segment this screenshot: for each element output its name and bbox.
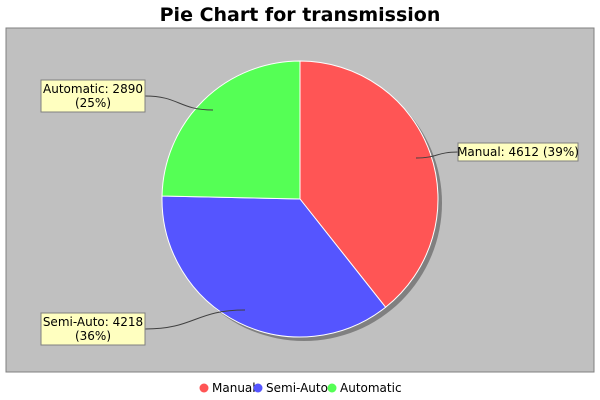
- slice-labels: Manual: 4612 (39%) Semi-Auto: 4218(36%) Au…: [40, 79, 579, 346]
- legend-label-semi-auto: Semi-Auto: [266, 381, 328, 395]
- label-box-manual: [457, 142, 579, 162]
- label-connector-semi-auto: [144, 309, 246, 330]
- pie-slice-manual: [299, 60, 439, 308]
- pie-slice-automatic: [161, 60, 301, 200]
- slice-label-automatic: (25%): [75, 96, 111, 110]
- slice-label-automatic: Automatic: 2890: [43, 82, 143, 96]
- legend: Manual Semi-Auto Automatic: [199, 381, 402, 395]
- slice-label-semi-auto: (36%): [75, 329, 111, 343]
- slice-label-manual: Manual: 4612 (39%): [457, 145, 579, 159]
- label-connector-automatic: [144, 95, 214, 111]
- pie-slice-semi-auto: [161, 195, 387, 338]
- pie-slices: [161, 60, 442, 341]
- legend-label-automatic: Automatic: [340, 381, 402, 395]
- label-box-semi-auto: [40, 312, 146, 346]
- label-box-automatic: [40, 79, 146, 113]
- label-connector-manual: [415, 151, 459, 159]
- slice-label-semi-auto: Semi-Auto: 4218: [43, 315, 143, 329]
- legend-swatch-manual: [199, 383, 209, 393]
- chart-title: Pie Chart for transmission: [160, 4, 441, 26]
- legend-swatch-automatic: [327, 383, 337, 393]
- legend-swatch-semi-auto: [253, 383, 263, 393]
- legend-label-manual: Manual: [212, 381, 256, 395]
